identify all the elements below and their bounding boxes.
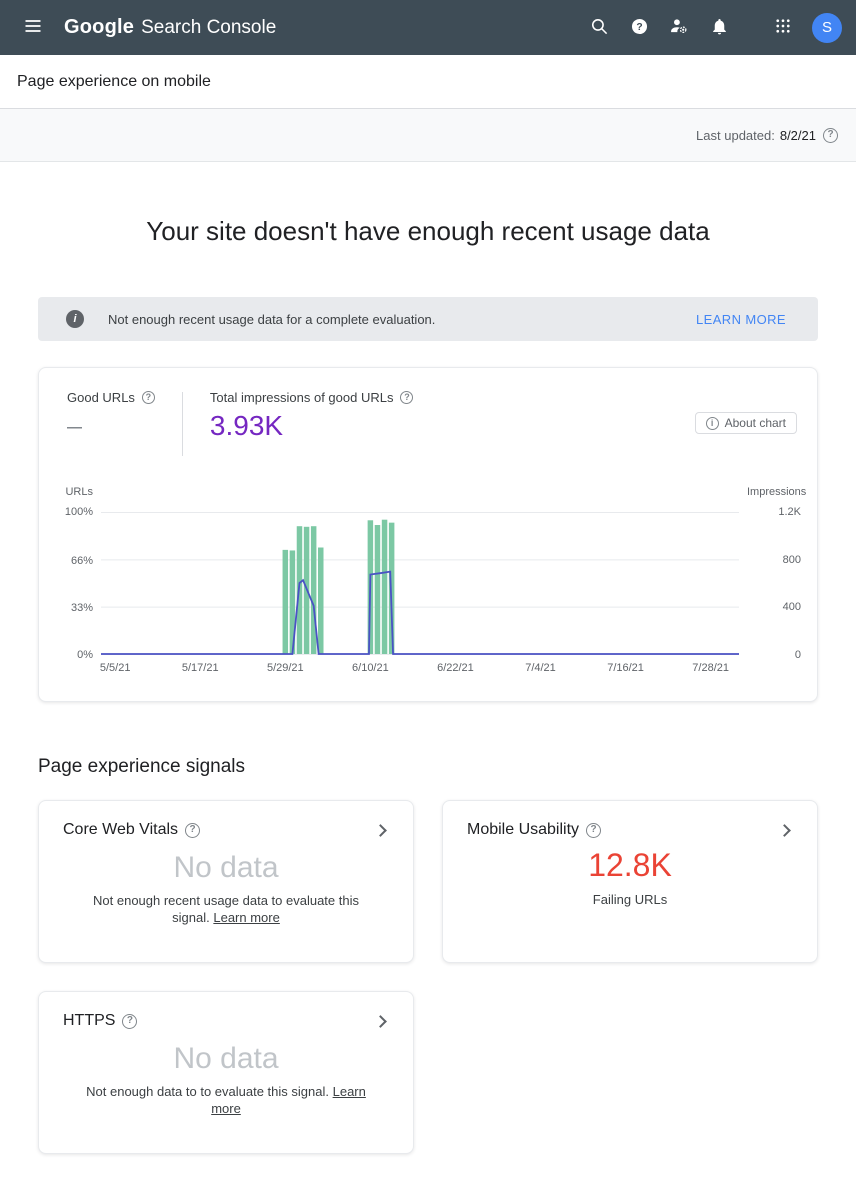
last-updated-date: 8/2/21: [779, 127, 816, 143]
card-title: HTTPS: [63, 1012, 116, 1029]
signals-heading: Page experience signals: [38, 756, 246, 777]
core-web-vitals-help-icon[interactable]: ?: [185, 822, 201, 838]
good-urls-value: —: [67, 419, 82, 436]
left-axis: URLs 100% 66% 33% 0%: [53, 486, 101, 675]
info-banner: i Not enough recent usage data for a com…: [38, 297, 818, 341]
x-tick-label: 7/28/21: [692, 662, 729, 674]
right-axis: Impressions 1.2K 800 400 0: [739, 486, 807, 675]
signal-card-core-web-vitals[interactable]: Core Web Vitals ? No data Not enough rec…: [38, 800, 414, 963]
left-axis-tick: 100%: [64, 506, 93, 518]
hamburger-icon: [23, 16, 43, 39]
card-learn-more-link[interactable]: Learn more: [213, 910, 280, 925]
left-axis-tick: 0%: [77, 649, 93, 661]
topbar-actions: ? S: [580, 9, 842, 47]
info-icon: i: [66, 310, 84, 328]
x-tick-label: 5/17/21: [181, 662, 219, 674]
https-help-icon[interactable]: ?: [122, 1013, 138, 1029]
card-title: Mobile Usability: [467, 821, 580, 838]
user-settings-icon: [669, 16, 689, 39]
account-avatar[interactable]: S: [812, 12, 842, 43]
app-header: Google Search Console ?: [0, 0, 856, 55]
last-updated-help-icon[interactable]: ?: [823, 127, 838, 143]
mobile-usability-help-icon[interactable]: ?: [586, 822, 602, 838]
good-urls-stat[interactable]: Good URLs ? —: [67, 390, 155, 436]
app-logo[interactable]: Google Search Console: [64, 16, 276, 39]
last-updated-label: Last updated:: [696, 127, 775, 143]
help-button[interactable]: ?: [620, 9, 658, 47]
impressions-stat[interactable]: Total impressions of good URLs ? 3.93K: [210, 390, 414, 442]
impressions-help-icon[interactable]: ?: [400, 391, 414, 404]
card-value: 12.8K: [588, 847, 672, 883]
left-axis-tick: 33%: [70, 601, 93, 614]
card-caption: Not enough data to to evaluate this sign…: [86, 1084, 366, 1116]
impressions-label: Total impressions of good URLs: [209, 390, 394, 405]
user-settings-button[interactable]: [660, 9, 698, 47]
chart-card-header: Good URLs ? — Total impressions of good …: [39, 368, 817, 456]
search-button[interactable]: [580, 9, 618, 47]
good-urls-help-icon[interactable]: ?: [141, 391, 155, 404]
x-tick-label: 7/4/21: [525, 662, 556, 674]
search-icon: [590, 17, 609, 39]
good-urls-label: Good URLs: [67, 390, 135, 405]
signal-card-mobile-usability[interactable]: Mobile Usability ? 12.8K Failing URLs: [442, 800, 818, 963]
right-axis-tick: 0: [794, 649, 801, 661]
bell-icon: [710, 17, 729, 39]
chevron-right-icon: [374, 1014, 387, 1028]
right-axis-tick: 800: [782, 553, 801, 566]
help-icon: ?: [630, 17, 649, 39]
card-caption: Not enough recent usage data to evaluate…: [93, 893, 359, 925]
x-tick-label: 6/22/21: [437, 662, 474, 674]
page-title: Your site doesn't have enough recent usa…: [146, 216, 710, 246]
about-chart-label: About chart: [724, 416, 786, 430]
left-axis-title: URLs: [65, 486, 93, 498]
x-tick-label: 5/29/21: [266, 662, 304, 674]
logo-product: Search Console: [141, 17, 277, 38]
plot-column: 5/5/21 5/17/21 5/29/21 6/10/21 6/22/21 7/4/21…: [99, 486, 739, 675]
logo-google: Google: [64, 16, 135, 38]
learn-more-link[interactable]: LEARN MORE: [696, 311, 786, 327]
right-axis-title: Impressions: [747, 486, 807, 498]
right-axis-tick: 400: [782, 601, 801, 614]
chart-area: URLs 100% 66% 33% 0% 5/5/21 5/17/21 5/29/21 6/…: [39, 486, 817, 675]
combo-chart-plot[interactable]: [101, 512, 739, 655]
svg-text:?: ?: [636, 21, 642, 32]
chart-card: Good URLs ? — Total impressions of good …: [38, 367, 818, 702]
card-title: Core Web Vitals: [63, 821, 179, 838]
signal-cards-grid: Core Web Vitals ? No data Not enough rec…: [38, 800, 818, 1154]
impressions-value: 3.93K: [209, 410, 284, 441]
notifications-button[interactable]: [700, 9, 738, 47]
left-axis-tick: 66%: [70, 554, 93, 567]
card-caption: Failing URLs: [592, 892, 668, 907]
combo-chart-svg: [101, 512, 739, 655]
x-tick-label: 7/16/21: [607, 662, 644, 674]
breadcrumb-bar: Page experience on mobile: [0, 55, 856, 109]
card-value: No data: [173, 1042, 279, 1075]
x-tick-label: 5/5/21: [99, 662, 131, 674]
about-chart-button[interactable]: i About chart: [694, 412, 797, 434]
card-value: No data: [173, 851, 279, 884]
banner-message: Not enough recent usage data for a compl…: [108, 311, 436, 327]
apps-grid-icon: [774, 17, 792, 38]
stat-divider: [181, 392, 183, 456]
right-axis-tick: 1.2K: [778, 506, 801, 518]
chevron-right-icon: [374, 823, 387, 837]
apps-button[interactable]: [764, 9, 802, 47]
card-learn-more-link[interactable]: Learn more: [211, 1084, 366, 1116]
status-band: Last updated: 8/2/21 ?: [0, 109, 856, 162]
breadcrumb[interactable]: Page experience on mobile: [17, 72, 211, 90]
info-outline-icon: i: [705, 416, 719, 430]
menu-button[interactable]: [14, 9, 52, 47]
main-content: Your site doesn't have enough recent usa…: [0, 216, 856, 1154]
x-tick-label: 6/10/21: [352, 662, 389, 674]
chevron-right-icon: [778, 823, 791, 837]
signal-card-https[interactable]: HTTPS ? No data Not enough data to to ev…: [38, 991, 414, 1154]
x-axis-labels: 5/5/21 5/17/21 5/29/21 6/10/21 6/22/21 7/4/21…: [99, 655, 739, 675]
